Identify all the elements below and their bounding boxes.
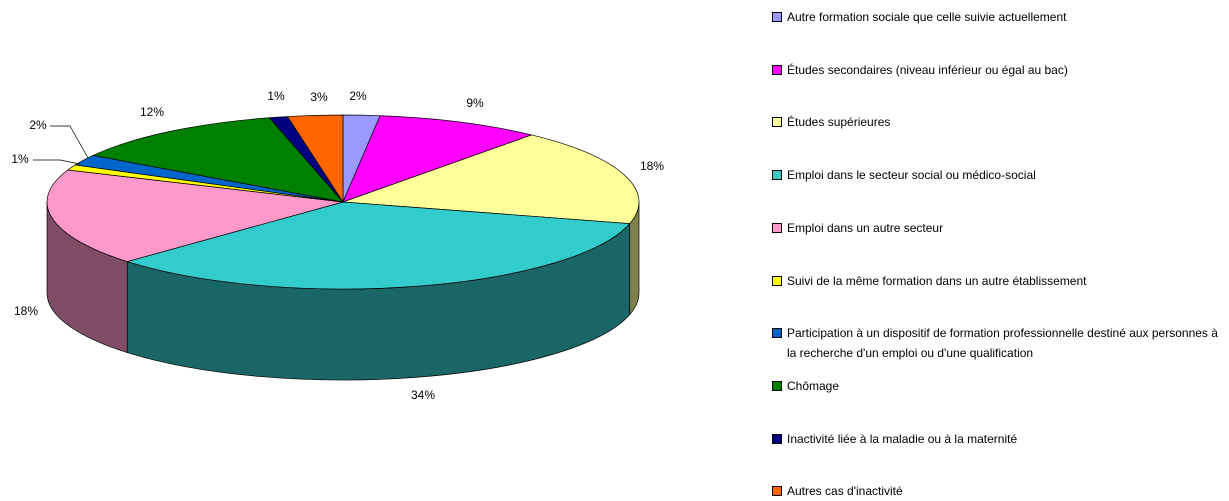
legend-swatch — [772, 275, 782, 286]
legend-swatch — [772, 64, 782, 75]
data-label: 34% — [411, 388, 435, 402]
data-label: 18% — [640, 159, 664, 173]
legend-label: Inactivité liée à la maladie ou à la mat… — [787, 431, 1018, 446]
legend-label: Suivi de la même formation dans un autre… — [787, 273, 1087, 288]
data-label: 1% — [11, 152, 29, 166]
leader-line — [50, 125, 89, 159]
legend-swatch — [772, 380, 782, 391]
slice — [125, 201, 631, 290]
legend-swatch — [772, 486, 782, 497]
legend-label: Études secondaires (niveau inférieur ou … — [787, 62, 1068, 77]
slice — [342, 134, 640, 224]
slice — [91, 117, 344, 203]
legend-swatch — [772, 222, 782, 233]
legend-label: Participation à un dispositif de formati… — [787, 326, 1218, 361]
legend-swatch — [772, 170, 782, 181]
legend-swatch — [772, 117, 782, 128]
legend-swatch — [772, 328, 782, 339]
legend-item: Inactivité liée à la maladie ou à la mat… — [772, 429, 1227, 449]
legend-item: Études secondaires (niveau inférieur ou … — [772, 60, 1227, 80]
data-label: 3% — [310, 90, 328, 104]
legend-item: Études supérieures — [772, 112, 1227, 132]
legend-item: Autre formation sociale que celle suivie… — [772, 7, 1227, 27]
data-label: 18% — [14, 304, 38, 318]
legend-item: Chômage — [772, 376, 1227, 396]
data-label: 12% — [140, 105, 164, 119]
data-label: 2% — [349, 89, 367, 103]
legend-label: Autre formation sociale que celle suivie… — [787, 10, 1067, 24]
slice — [46, 169, 344, 262]
slice — [286, 114, 344, 204]
legend-label: Emploi dans un autre secteur — [787, 220, 944, 235]
legend-item: Suivi de la même formation dans un autre… — [772, 271, 1227, 291]
legend-swatch — [772, 12, 782, 22]
legend-item: Emploi dans un autre secteur — [772, 218, 1227, 238]
data-label: 1% — [267, 89, 285, 103]
leader-line — [33, 159, 81, 165]
legend-label: Chômage — [787, 378, 840, 393]
slice — [342, 115, 533, 203]
legend-item: Participation à un dispositif de formati… — [772, 323, 1227, 363]
legend-item: Emploi dans le secteur social ou médico-… — [772, 165, 1227, 185]
legend-label: Autres cas d'inactivité — [787, 484, 903, 499]
legend-swatch — [772, 433, 782, 444]
data-label: 9% — [466, 96, 484, 110]
legend-label: Études supérieures — [787, 115, 891, 130]
legend-label: Emploi dans le secteur social ou médico-… — [787, 168, 1036, 183]
data-label: 2% — [29, 118, 47, 132]
legend-item: Autres cas d'inactivité — [772, 481, 1227, 501]
